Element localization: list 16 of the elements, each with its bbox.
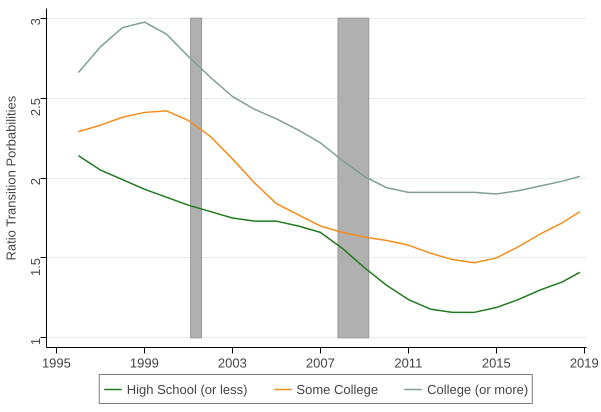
x-tick-label: 1999 bbox=[130, 356, 159, 370]
y-tick-label: 1.5 bbox=[28, 258, 43, 276]
y-tick-label: 1 bbox=[28, 338, 43, 346]
y-tick-label: 2.5 bbox=[28, 98, 43, 116]
legend-label: College (or more) bbox=[427, 382, 528, 396]
legend-label: High School (or less) bbox=[126, 382, 248, 396]
x-tick-label: 1995 bbox=[42, 356, 71, 370]
x-tick-label: 2003 bbox=[218, 356, 247, 370]
y-tick-label: 2 bbox=[28, 178, 43, 186]
x-tick-label: 2019 bbox=[570, 356, 599, 370]
x-tick-label: 2015 bbox=[482, 356, 511, 370]
x-tick-label: 2011 bbox=[394, 356, 422, 370]
legend-label: Some College bbox=[296, 382, 378, 396]
x-tick-label: 2007 bbox=[306, 356, 335, 370]
y-axis-title: Ratio Transition Porbabilities bbox=[4, 95, 18, 260]
y-tick-label: 3 bbox=[28, 18, 43, 26]
